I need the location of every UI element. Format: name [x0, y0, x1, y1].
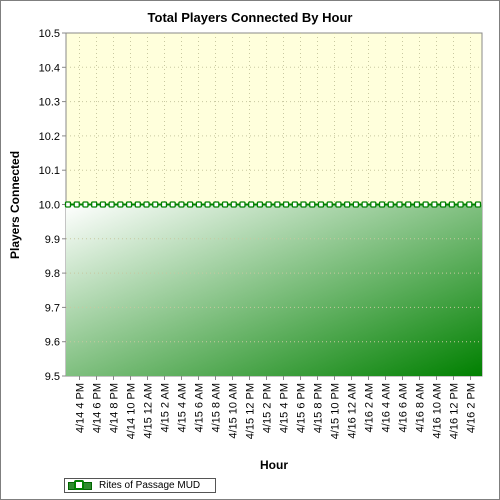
series-point	[248, 201, 255, 208]
y-tick-label: 9.8	[45, 268, 60, 280]
series-point	[221, 201, 229, 208]
x-tick-label: 4/15 6 AM	[194, 383, 206, 433]
series-point	[265, 201, 272, 208]
series-point	[291, 201, 298, 208]
legend-marker-icon	[74, 480, 84, 490]
x-tick-label: 4/16 10 AM	[432, 383, 444, 439]
series-point	[282, 201, 290, 208]
series-point	[213, 201, 220, 208]
y-tick-label: 10.5	[39, 28, 60, 40]
series-point	[239, 201, 246, 208]
y-axis: 9.5 9.6 9.7 9.8 9.9 10.0 10.1 10.2 10.3 10.4 10.5	[39, 28, 66, 383]
area-fill	[66, 204, 482, 376]
x-tick-label: 4/15 12 AM	[143, 383, 155, 439]
series-point	[204, 201, 211, 208]
y-axis-label: Players Connected	[8, 151, 22, 259]
x-tick-label: 4/14 10 PM	[126, 383, 138, 439]
series-point	[439, 201, 447, 208]
chart-title: Total Players Connected By Hour	[148, 10, 353, 25]
y-tick-label: 10.1	[39, 165, 60, 177]
series-point	[466, 201, 473, 208]
series-point	[195, 201, 203, 208]
series-point	[300, 201, 307, 208]
x-tick-label: 4/16 12 AM	[347, 383, 359, 439]
x-tick-label: 4/14 8 PM	[109, 383, 121, 433]
x-tick-label: 4/16 2 AM	[364, 383, 376, 433]
series-point	[73, 201, 80, 208]
series-markers	[64, 201, 482, 208]
y-tick-label: 10.0	[39, 200, 60, 212]
x-tick-label: 4/15 2 AM	[160, 383, 172, 433]
series-point	[160, 201, 168, 208]
series-point	[256, 201, 264, 208]
y-tick-label: 9.7	[45, 302, 60, 314]
series-point	[143, 201, 150, 208]
series-point	[335, 201, 342, 208]
series-point	[326, 201, 333, 208]
y-tick-label: 9.6	[45, 337, 60, 349]
series-point	[343, 201, 351, 208]
series-point	[378, 201, 386, 208]
series-point	[64, 201, 72, 208]
series-point	[448, 201, 455, 208]
series-point	[396, 201, 403, 208]
x-tick-label: 4/15 2 PM	[262, 383, 274, 433]
legend-label: Rites of Passage MUD	[99, 480, 201, 491]
x-tick-label: 4/14 4 PM	[75, 383, 87, 433]
x-tick-label: 4/16 6 AM	[398, 383, 410, 433]
series-point	[134, 201, 141, 208]
y-tick-label: 10.3	[39, 97, 60, 109]
series-point	[186, 201, 194, 208]
x-tick-label: 4/15 8 PM	[313, 383, 325, 433]
x-axis: 4/14 4 PM 4/14 6 PM 4/14 8 PM 4/14 10 PM 4/1…	[75, 376, 478, 439]
series-point	[413, 201, 421, 208]
x-tick-label: 4/15 10 PM	[330, 383, 342, 439]
x-tick-label: 4/16 12 PM	[449, 383, 461, 439]
x-axis-label: Hour	[260, 458, 288, 472]
x-tick-label: 4/16 8 AM	[415, 383, 427, 433]
x-tick-label: 4/15 12 PM	[245, 383, 257, 439]
x-tick-label: 4/16 4 AM	[381, 383, 393, 433]
x-tick-label: 4/15 4 AM	[177, 383, 189, 433]
series-point	[125, 201, 133, 208]
series-point	[361, 201, 368, 208]
series-point	[457, 201, 464, 208]
series-point	[431, 201, 438, 208]
x-tick-label: 4/15 10 AM	[228, 383, 240, 439]
x-tick-label: 4/15 6 PM	[296, 383, 308, 433]
series-point	[230, 201, 237, 208]
x-tick-label: 4/14 6 PM	[92, 383, 104, 433]
series-point	[152, 201, 159, 208]
series-point	[91, 201, 98, 208]
series-point	[117, 201, 124, 208]
x-tick-label: 4/15 4 PM	[279, 383, 291, 433]
series-point	[405, 201, 412, 208]
y-tick-label: 9.9	[45, 234, 60, 246]
x-tick-label: 4/15 8 AM	[211, 383, 223, 433]
series-point	[422, 201, 429, 208]
series-point	[178, 201, 185, 208]
series-point	[309, 201, 316, 208]
y-tick-label: 10.2	[39, 131, 60, 143]
legend: Rites of Passage MUD	[64, 478, 216, 493]
series-point	[99, 201, 107, 208]
y-tick-label: 9.5	[45, 371, 60, 383]
series-point	[169, 201, 176, 208]
series-point	[108, 201, 115, 208]
series-point	[387, 201, 394, 208]
x-tick-label: 4/16 2 PM	[466, 383, 478, 433]
series-point	[317, 201, 325, 208]
series-point	[274, 201, 281, 208]
y-tick-label: 10.4	[39, 62, 60, 74]
series-point	[370, 201, 377, 208]
series-point	[474, 201, 482, 208]
series-point	[352, 201, 360, 208]
series-point	[82, 201, 89, 208]
